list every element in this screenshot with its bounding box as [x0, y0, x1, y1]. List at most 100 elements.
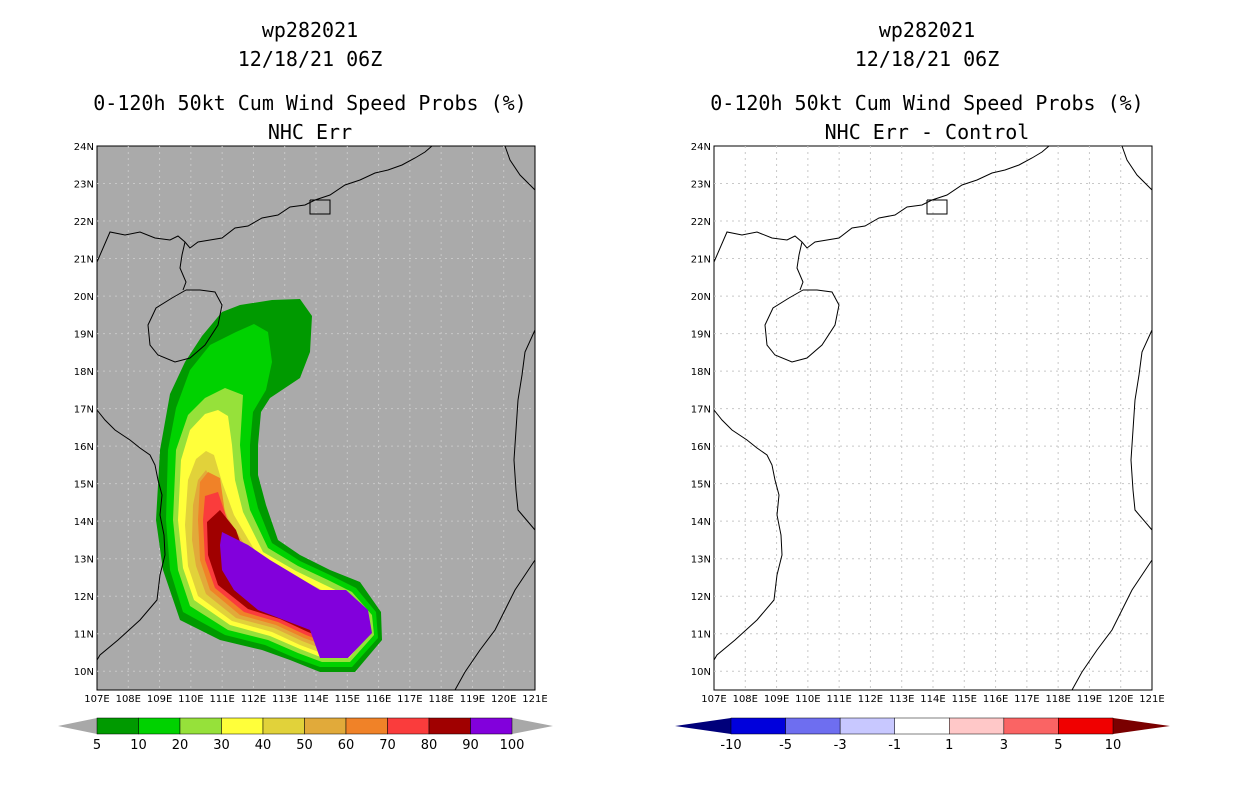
right-lon-tick-label: 107E	[701, 694, 726, 705]
right-colorbar-box	[1058, 717, 1114, 735]
left-colorbar-box	[387, 717, 430, 735]
left-lat-tick-label: 10N	[74, 667, 94, 678]
left-coast-segment	[504, 145, 536, 191]
left-lat-tick-label: 15N	[74, 480, 94, 491]
left-colorbar-label: 70	[379, 738, 396, 753]
right-coast-segment	[764, 289, 840, 363]
left-lon-tick-label: 113E	[272, 694, 297, 705]
right-colorbar-box	[1003, 717, 1059, 735]
right-lon-tick-label: 111E	[826, 694, 851, 705]
right-lat-tick-label: 19N	[691, 330, 711, 341]
left-lon-tick-label: 107E	[84, 694, 109, 705]
right-lon-tick-label: 121E	[1139, 694, 1164, 705]
right-map: 107E 108E 109E 110E 111E 112E 113E 114E 115E 116E…	[675, 142, 1170, 753]
right-colorbar-box	[730, 717, 786, 735]
left-lat-tick-label: 16N	[74, 442, 94, 453]
right-lat-tick-label: 16N	[691, 442, 711, 453]
right-lat-tick-label: 12N	[691, 592, 711, 603]
left-colorbar-label: 60	[338, 738, 355, 753]
left-lat-tick-label: 17N	[74, 405, 94, 416]
right-colorbar-box	[894, 717, 950, 735]
left-lon-tick-label: 112E	[241, 694, 266, 705]
left-lat-tick-label: 11N	[74, 630, 94, 641]
left-lon-tick-label: 110E	[178, 694, 203, 705]
left-title-product: 0-120h 50kt Cum Wind Speed Probs (%)	[93, 91, 527, 115]
left-title-datetime: 12/18/21 06Z	[237, 47, 383, 71]
right-colorbar-right-arrow	[1113, 718, 1170, 734]
right-coast-segment	[1071, 559, 1153, 691]
right-lat-tick-label: 18N	[691, 367, 711, 378]
right-colorbar-boxes	[730, 717, 1114, 735]
right-lat-tick-label: 15N	[691, 480, 711, 491]
right-lon-tick-label: 118E	[1045, 694, 1070, 705]
right-lon-tick-label: 108E	[733, 694, 758, 705]
left-colorbar-labels: 5 10 20 30 40 50 60 70 80 90 100	[93, 738, 525, 753]
right-lat-tick-label: 14N	[691, 517, 711, 528]
left-lat-tick-label: 19N	[74, 330, 94, 341]
left-coast-segment	[513, 329, 536, 531]
left-lon-tick-label: 119E	[460, 694, 485, 705]
left-title-subtitle: NHC Err	[267, 120, 353, 144]
left-colorbar-label: 90	[462, 738, 479, 753]
right-lon-tick-label: 120E	[1108, 694, 1133, 705]
right-coast-segment	[926, 199, 948, 215]
right-longitude-labels: 107E 108E 109E 110E 111E 112E 113E 114E 115E 116E…	[701, 694, 1164, 705]
right-map-gridlines	[714, 146, 1152, 690]
right-colorbar-label: 3	[1000, 738, 1008, 753]
left-lon-tick-label: 121E	[522, 694, 547, 705]
left-lon-tick-label: 116E	[366, 694, 391, 705]
swath-contour-90	[220, 532, 372, 658]
left-colorbar-label: 5	[93, 738, 101, 753]
right-title-product: 0-120h 50kt Cum Wind Speed Probs (%)	[710, 91, 1144, 115]
left-coast-segment	[147, 289, 223, 363]
right-latitude-labels: 10N 11N 12N 13N 14N 15N 16N 17N 18N 19N 20N 21N 22N 2…	[691, 142, 711, 678]
right-lat-tick-label: 20N	[691, 292, 711, 303]
right-lat-tick-label: 22N	[691, 217, 711, 228]
left-lat-tick-label: 14N	[74, 517, 94, 528]
left-lon-tick-label: 115E	[335, 694, 360, 705]
right-colorbar-label: -1	[888, 738, 901, 753]
right-colorbar-box	[949, 717, 1005, 735]
left-colorbar-box	[179, 717, 222, 735]
left-colorbar-label: 20	[172, 738, 189, 753]
left-colorbar-left-arrow	[58, 718, 97, 734]
right-coast-segment	[713, 409, 783, 661]
left-colorbar-label: 50	[296, 738, 313, 753]
probability-swath	[156, 299, 382, 672]
right-lon-tick-label: 116E	[983, 694, 1008, 705]
left-colorbar-box	[345, 717, 388, 735]
right-lon-tick-label: 112E	[858, 694, 883, 705]
left-lon-tick-label: 114E	[303, 694, 328, 705]
left-colorbar-label: 30	[213, 738, 230, 753]
left-lat-tick-label: 21N	[74, 255, 94, 266]
left-lon-tick-label: 120E	[491, 694, 516, 705]
left-lat-tick-label: 24N	[74, 142, 94, 153]
right-lat-tick-label: 11N	[691, 630, 711, 641]
right-colorbar-label: 1	[945, 738, 953, 753]
left-colorbar-box	[304, 717, 347, 735]
left-coast-segment	[309, 199, 331, 215]
left-coast-segment	[179, 241, 187, 291]
left-colorbar-box	[262, 717, 305, 735]
right-coast-segment	[1130, 329, 1153, 531]
left-coast-segment	[96, 145, 433, 263]
left-title-storm-id: wp282021	[261, 18, 359, 42]
right-lat-tick-label: 23N	[691, 180, 711, 191]
right-colorbar-label: -3	[834, 738, 847, 753]
left-lat-tick-label: 22N	[74, 217, 94, 228]
right-lon-tick-label: 119E	[1077, 694, 1102, 705]
right-colorbar-labels: -10 -5 -3 -1 1 3 5 10	[720, 738, 1121, 753]
left-lon-tick-label: 109E	[147, 694, 172, 705]
left-colorbar-label: 100	[500, 738, 525, 753]
right-lat-tick-label: 13N	[691, 555, 711, 566]
right-title-subtitle: NHC Err - Control	[824, 120, 1030, 144]
left-lon-tick-label: 111E	[209, 694, 234, 705]
left-lat-tick-label: 12N	[74, 592, 94, 603]
right-lat-tick-label: 24N	[691, 142, 711, 153]
right-lon-tick-label: 115E	[952, 694, 977, 705]
right-lon-tick-label: 113E	[889, 694, 914, 705]
right-colorbar-label: 10	[1105, 738, 1122, 753]
right-lat-tick-label: 21N	[691, 255, 711, 266]
right-lon-tick-label: 110E	[795, 694, 820, 705]
left-colorbar-box	[470, 717, 513, 735]
